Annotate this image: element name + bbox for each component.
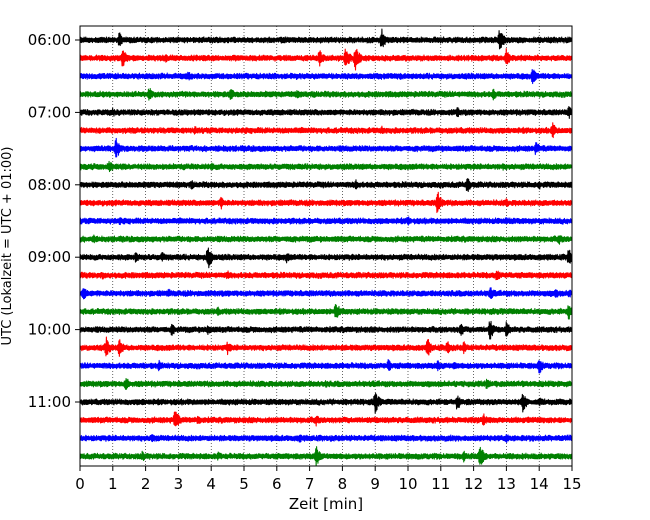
y-tick-label: 08:00 <box>28 176 71 194</box>
trace-line <box>79 377 573 390</box>
x-tick-label: 5 <box>239 475 249 493</box>
trace-line <box>79 178 573 192</box>
y-axis-ticks: 06:00 07:00 08:00 09:00 10:00 11:00 <box>28 31 80 411</box>
trace-line <box>79 446 573 467</box>
trace-line <box>79 247 573 269</box>
x-tick-label: 14 <box>530 475 549 493</box>
trace-line <box>79 68 573 85</box>
y-tick-label: 06:00 <box>28 31 71 49</box>
y-tick-label: 07:00 <box>28 103 71 121</box>
trace-line <box>79 88 573 101</box>
grid-lines <box>112 26 540 466</box>
trace-line <box>79 359 573 374</box>
trace-line <box>79 122 573 139</box>
x-tick-label: 6 <box>272 475 282 493</box>
x-tick-label: 2 <box>141 475 151 493</box>
x-tick-label: 0 <box>75 475 85 493</box>
x-tick-label: 13 <box>497 475 516 493</box>
y-tick-label: 10:00 <box>28 321 71 339</box>
y-axis-label: UTC (Lokalzeit = UTC + 01:00) <box>0 147 15 346</box>
trace-line <box>79 28 573 50</box>
trace-line <box>79 392 573 414</box>
y-tick-label: 11:00 <box>28 393 71 411</box>
trace-line <box>79 48 573 71</box>
trace-line <box>79 234 573 245</box>
trace-line <box>79 287 573 300</box>
trace-line <box>79 433 573 444</box>
x-tick-label: 11 <box>431 475 450 493</box>
x-axis-ticks: 0 1 2 3 4 5 6 7 8 9 10 11 12 13 14 15 <box>75 466 582 493</box>
x-tick-label: 1 <box>108 475 118 493</box>
trace-line <box>79 105 573 119</box>
x-axis-label: Zeit [min] <box>289 495 363 513</box>
trace-line <box>79 336 573 357</box>
trace-line <box>79 304 573 320</box>
trace-line <box>79 270 573 281</box>
x-tick-label: 12 <box>464 475 483 493</box>
x-tick-label: 3 <box>174 475 184 493</box>
trace-line <box>79 216 573 226</box>
x-tick-label: 15 <box>562 475 581 493</box>
x-tick-label: 4 <box>206 475 216 493</box>
trace-line <box>79 160 573 173</box>
plot-frame <box>79 25 573 467</box>
trace-line <box>79 191 573 214</box>
trace-line <box>79 320 573 340</box>
trace-line <box>79 411 573 427</box>
y-tick-label: 09:00 <box>28 248 71 266</box>
x-tick-label: 10 <box>398 475 417 493</box>
x-tick-label: 9 <box>370 475 380 493</box>
x-tick-label: 7 <box>305 475 315 493</box>
plot-background <box>80 26 572 466</box>
trace-line <box>79 137 573 158</box>
x-tick-label: 8 <box>338 475 348 493</box>
traces <box>79 28 573 467</box>
